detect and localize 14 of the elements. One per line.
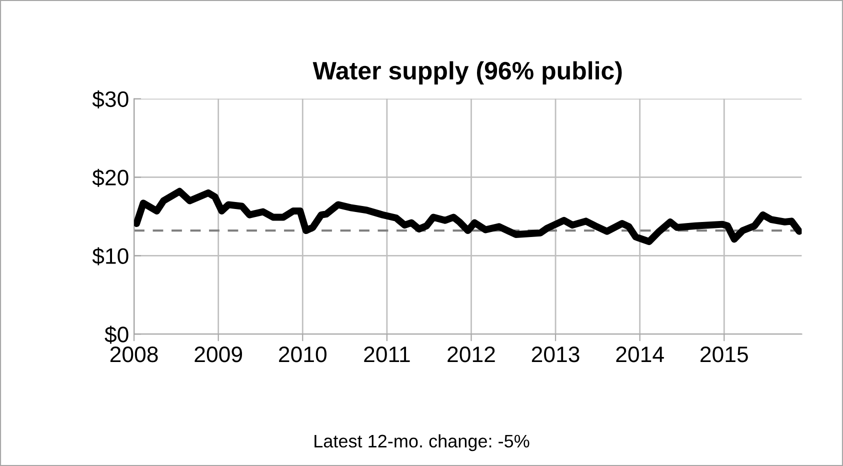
x-tick-label: 2011 <box>364 346 410 362</box>
y-tick-label: $10 <box>92 247 128 266</box>
x-tick-label: 2010 <box>279 346 326 362</box>
y-tick-label: $0 <box>104 326 128 344</box>
y-tick-label: $20 <box>92 168 128 187</box>
x-tick-label: 2008 <box>110 346 158 362</box>
x-tick-label: 2013 <box>532 346 580 362</box>
x-tick-label: 2009 <box>194 346 242 362</box>
x-tick-label: 2015 <box>700 346 748 362</box>
y-tick-label: $30 <box>92 90 128 108</box>
text: Latest 12-mo. change: -5% <box>314 434 530 452</box>
x-tick-label: 2012 <box>448 346 495 362</box>
x-tick-label: 2014 <box>616 346 664 362</box>
chart-title: Water supply (96% public) <box>312 61 622 85</box>
